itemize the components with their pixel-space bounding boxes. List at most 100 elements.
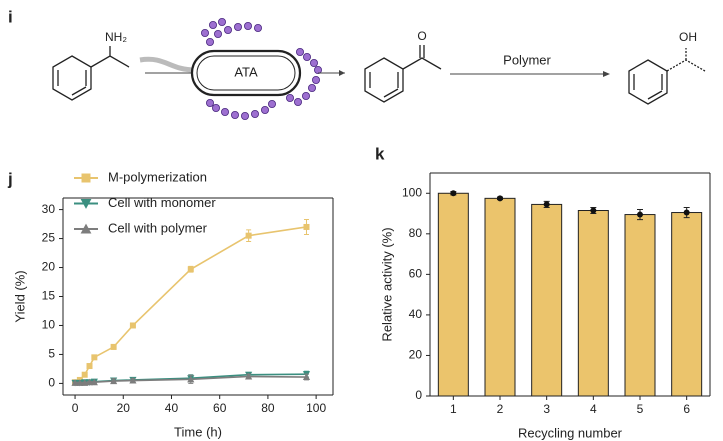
x-tick-label: 5 xyxy=(637,402,644,416)
marker xyxy=(129,322,136,329)
bead xyxy=(260,106,269,115)
marker xyxy=(90,378,98,386)
benzene-ring xyxy=(364,57,404,103)
cell xyxy=(190,49,302,97)
y-tick-label: 25 xyxy=(42,231,56,245)
panel-label: i xyxy=(8,7,13,26)
x-tick-label: 40 xyxy=(165,401,179,415)
x-tick-label: 3 xyxy=(543,402,550,416)
bar xyxy=(484,197,516,397)
bead xyxy=(208,20,217,29)
scheme: i NH₂ ATA O Polymer OH xyxy=(8,7,706,121)
bead xyxy=(243,21,252,30)
y-axis-label: Yield (%) xyxy=(12,270,27,322)
y-axis-label: Relative activity (%) xyxy=(379,227,394,341)
marker xyxy=(81,379,89,386)
bar xyxy=(437,192,469,397)
amine-label: NH₂ xyxy=(105,30,127,44)
marker xyxy=(302,373,311,381)
ring-bonds xyxy=(633,74,663,100)
bead xyxy=(230,111,239,120)
arrow-head xyxy=(339,70,345,76)
mean-dot xyxy=(683,209,690,216)
bead xyxy=(223,25,232,34)
bead xyxy=(285,94,294,103)
ring-bonds xyxy=(57,70,87,96)
bead xyxy=(205,99,214,108)
y-tick-label: 0 xyxy=(415,388,422,402)
mean-dot xyxy=(497,195,503,202)
ketone-label: O xyxy=(417,29,426,43)
bead xyxy=(293,98,302,107)
x-tick-label: 100 xyxy=(306,401,326,415)
marker xyxy=(81,371,88,378)
x-tick-label: 2 xyxy=(497,402,504,416)
y-tick-label: 80 xyxy=(409,226,423,240)
bar xyxy=(671,212,703,397)
x-tick-label: 60 xyxy=(213,401,227,415)
arrow-label: Polymer xyxy=(503,52,551,67)
x-axis-label: Recycling number xyxy=(518,425,623,440)
series-line xyxy=(74,226,307,383)
benzene-ring xyxy=(628,59,668,105)
marker xyxy=(110,343,117,350)
side-chain xyxy=(666,48,706,72)
bead xyxy=(313,66,322,75)
polymer-beads xyxy=(200,17,322,121)
x-tick-label: 1 xyxy=(450,402,457,416)
bead xyxy=(253,23,262,32)
bead xyxy=(205,38,214,47)
mean-dot xyxy=(543,201,550,208)
panel-label: k xyxy=(375,144,385,163)
y-tick-label: 40 xyxy=(409,307,423,321)
panel-label: j xyxy=(7,169,13,188)
x-tick-label: 20 xyxy=(117,401,131,415)
bead xyxy=(233,22,242,31)
alcohol-label: OH xyxy=(679,30,697,44)
marker xyxy=(187,266,194,273)
bead xyxy=(307,84,316,93)
y-tick-label: 10 xyxy=(42,318,56,332)
x-tick-label: 0 xyxy=(72,401,79,415)
bead xyxy=(301,92,310,101)
cell-tail xyxy=(139,56,196,73)
x-axis-label: Time (h) xyxy=(174,424,222,439)
series-line xyxy=(75,375,307,384)
marker xyxy=(245,232,252,239)
y-tick-label: 60 xyxy=(409,267,423,281)
legend-label: M-polymerization xyxy=(108,169,207,184)
cell-membrane xyxy=(196,55,296,91)
benzene-ring xyxy=(52,55,92,101)
bead xyxy=(295,48,304,57)
bead xyxy=(309,59,318,68)
bead xyxy=(267,100,276,109)
y-tick-label: 0 xyxy=(48,376,55,390)
marker xyxy=(303,223,310,230)
mean-dot xyxy=(637,211,643,218)
legend-label: Cell with monomer xyxy=(108,195,216,210)
y-tick-label: 5 xyxy=(48,347,55,361)
mean-dot xyxy=(450,190,457,197)
ring-bonds xyxy=(369,72,399,98)
marker xyxy=(76,379,84,386)
legend-label: Cell with polymer xyxy=(108,220,208,235)
arrow-head xyxy=(603,71,610,77)
bead xyxy=(311,76,320,85)
marker xyxy=(129,376,137,384)
carbonyl xyxy=(402,45,442,70)
marker xyxy=(85,378,94,386)
marker xyxy=(187,375,195,383)
marker xyxy=(80,199,92,209)
bead xyxy=(213,29,222,38)
marker xyxy=(80,223,92,234)
enzyme-label: ATA xyxy=(234,64,258,79)
x-tick-label: 6 xyxy=(683,402,690,416)
bar xyxy=(531,203,563,397)
marker xyxy=(71,379,79,386)
marker xyxy=(91,354,98,361)
side-chain xyxy=(90,46,130,68)
x-tick-label: 4 xyxy=(590,402,597,416)
x-tick-label: 80 xyxy=(261,401,275,415)
y-tick-label: 20 xyxy=(409,348,423,362)
